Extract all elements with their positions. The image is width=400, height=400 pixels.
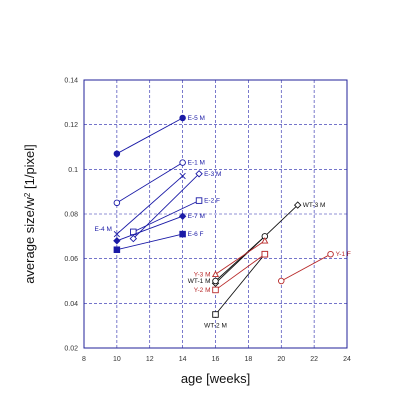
series-line (116, 117, 183, 155)
series-e-2-f: E-2 F (130, 197, 220, 236)
series-line (133, 200, 200, 233)
series-label: Y-1 F (336, 251, 351, 258)
series-line (215, 253, 266, 291)
data-point (113, 150, 121, 157)
x-tick-label: 16 (212, 356, 220, 363)
series-label: Y-2 M (194, 287, 211, 294)
data-point (327, 250, 334, 258)
y-tick-label: 0.14 (64, 78, 78, 85)
data-point (261, 237, 269, 244)
data-point (212, 286, 219, 294)
plot-frame (83, 79, 348, 349)
y-axis-title-unit: [1/pixel] (22, 144, 37, 192)
data-point (113, 199, 121, 207)
data-point (179, 230, 186, 238)
y-tick-label: 0.02 (64, 346, 78, 353)
series-label: E-2 F (204, 198, 220, 205)
series-label: E-1 M (188, 160, 205, 167)
y-axis-title: average size/w2 [1/pixel] (22, 144, 37, 284)
data-point (179, 114, 186, 122)
data-point (211, 270, 220, 277)
series-e-3-m: E-3 M (129, 170, 221, 243)
series-e-5-m: E-5 M (113, 114, 205, 157)
series-label: E-4 M (95, 226, 112, 233)
series-e-1-m: E-1 M (113, 159, 205, 207)
y-tick-label: 0.04 (64, 301, 78, 308)
series-line (281, 253, 331, 282)
series-label: E-7 M (188, 213, 205, 220)
series-label: E-3 M (204, 171, 221, 178)
series-label: E-6 F (188, 231, 204, 238)
x-tick-label: 18 (244, 356, 252, 363)
series-line (116, 175, 183, 235)
series-wt-1-m: WT-1 M (188, 233, 269, 285)
x-tick-label: 22 (310, 356, 318, 363)
x-tick-label: 14 (179, 356, 187, 363)
x-tick-label: 10 (113, 356, 121, 363)
series-line (215, 240, 266, 275)
series-line (215, 235, 266, 282)
series-e-7-m: E-7 M (113, 212, 205, 245)
data-point (113, 230, 120, 238)
x-tick-label: 24 (343, 356, 351, 363)
data-point (195, 197, 203, 204)
data-point (179, 172, 186, 180)
series-e-6-f: E-6 F (113, 230, 204, 253)
x-tick-label: 20 (277, 356, 285, 363)
y-axis-title-main: average size/w (22, 196, 37, 283)
series-y-1-f: Y-1 F (278, 250, 351, 285)
y-tick-label: 0.06 (64, 256, 78, 263)
data-point (113, 246, 121, 253)
series-line (116, 215, 183, 242)
x-tick-label: 12 (146, 356, 154, 363)
series-label: E-5 M (188, 115, 205, 122)
y-tick-label: 0.08 (64, 212, 78, 219)
series-label: WT-2 M (204, 323, 227, 330)
data-point (212, 311, 219, 318)
series-label: WT-1 M (188, 278, 211, 285)
y-tick-label: 0.12 (64, 122, 78, 129)
axis-ticks: 8 10 12 14 16 18 20 22 24 0.02 0.04 0.06 0.08 0.1 0.12… (64, 78, 351, 364)
data-point (212, 277, 219, 285)
series-line (215, 253, 266, 315)
y-tick-label: 0.1 (68, 167, 78, 174)
data-point (179, 159, 186, 166)
series-line (132, 173, 200, 239)
series-e-4-m: E-4 M (95, 172, 186, 238)
data-point (278, 277, 285, 285)
series-label: WT-3 M (303, 202, 326, 209)
grid (84, 80, 347, 348)
y-axis-title-superscript: 2 (23, 192, 32, 197)
data-point (293, 201, 302, 209)
data-point (195, 170, 203, 178)
data-point (113, 237, 121, 245)
series-line (116, 233, 183, 251)
x-tick-label: 8 (82, 356, 86, 363)
data-point (261, 250, 269, 258)
data-point (178, 212, 187, 220)
series-label: Y-3 M (194, 271, 211, 278)
x-axis-title: age [weeks] (181, 371, 250, 386)
data-point (129, 234, 138, 243)
series-y-3-m: Y-3 M (194, 237, 269, 278)
series-y-2-m: Y-2 M (194, 250, 269, 294)
series-line (116, 162, 183, 204)
series-layer: E-5 M E-1 M E-3 M E-4 M E-2 F E-7 M E-6 F WT-3 … (95, 114, 351, 330)
